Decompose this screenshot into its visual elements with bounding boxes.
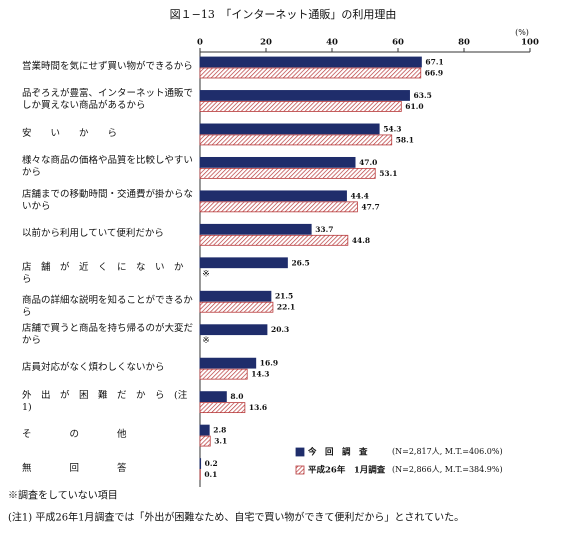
footnote: ※調査をしていない項目 (8, 489, 118, 502)
value-label: 33.7 (315, 225, 333, 234)
category-label: 外 出 が 困 難 だ か ら (注1) (22, 389, 188, 413)
value-label: 0.2 (205, 459, 218, 468)
category-label: そ の 他 (22, 429, 127, 441)
category-label-box: そ の 他 (22, 429, 127, 441)
bar (199, 402, 246, 414)
value-label: 26.5 (291, 258, 309, 267)
value-label: 54.3 (383, 124, 401, 133)
category-label-box: 店 舗 が 近 く に な い か ら (22, 261, 194, 285)
bar (199, 368, 248, 380)
footnote: (注1) 平成26年1月調査では「外出が困難なため、自宅で買い物ができて便利だか… (8, 511, 464, 524)
bar (199, 190, 347, 202)
category-label: 店舗までの移動時間・交通費が掛からないから (22, 188, 194, 212)
category-label: 店員対応がなく煩わしくないから (22, 362, 165, 374)
legend-label: 平成26年 1月調査 (308, 465, 386, 476)
bar (199, 90, 410, 101)
unit-label: (%) (515, 28, 529, 37)
category-label-box: 店舗で買うと商品を持ち帰るのが大変だから (22, 322, 194, 346)
bar (199, 156, 356, 168)
category-label-box: 外 出 が 困 難 だ か ら (注1) (22, 389, 188, 413)
value-label: 22.1 (277, 303, 295, 312)
category-label: 安 い か ら (22, 127, 118, 139)
bar (199, 301, 274, 313)
value-label: 0.1 (204, 470, 217, 479)
category-label: 無 回 答 (22, 462, 127, 474)
category-label: 店 舗 が 近 く に な い か ら (22, 261, 194, 285)
value-label: 66.9 (425, 69, 443, 78)
category-label: 以前から利用していて便利だから (22, 228, 164, 240)
value-label: 20.3 (271, 325, 289, 334)
value-label: 47.0 (359, 158, 377, 167)
bar (199, 324, 268, 336)
value-label: 53.1 (379, 169, 397, 178)
bar (199, 201, 358, 213)
bar (199, 101, 402, 112)
value-label: 2.8 (213, 426, 226, 435)
bar (199, 223, 312, 235)
not-surveyed-mark: ※ (202, 269, 210, 279)
legend-note: (N=2,817人, M.T.=406.0%) (392, 447, 503, 456)
category-label-box: 品ぞろえが豊富、インターネット通販でしか買えない商品があるから (22, 88, 194, 112)
x-tick-label: 0 (197, 38, 203, 48)
x-tick-label: 100 (521, 38, 539, 48)
bar (199, 167, 376, 179)
value-label: 47.7 (361, 202, 379, 211)
chart-title: 図１−13 「インターネット通販」の利用理由 (170, 7, 397, 21)
x-tick-label: 80 (458, 38, 470, 48)
category-label-box: 以前から利用していて便利だから (22, 228, 164, 240)
category-label-box: 様々な商品の価格や品質を比較しやすいから (22, 155, 193, 179)
value-label: 44.8 (352, 236, 370, 245)
bar (199, 435, 211, 447)
bar (199, 134, 393, 146)
bar (199, 424, 210, 436)
legend-swatch (295, 447, 305, 457)
category-label-box: 無 回 答 (22, 462, 127, 474)
category-label-box: 店舗までの移動時間・交通費が掛からないから (22, 188, 194, 212)
value-label: 3.1 (214, 437, 227, 446)
bar (199, 123, 380, 135)
value-label: 44.4 (351, 191, 369, 200)
bar (199, 290, 272, 302)
value-label: 58.1 (396, 135, 414, 144)
category-label: 店舗で買うと商品を持ち帰るのが大変だから (22, 322, 194, 346)
category-label-box: 商品の詳細な説明を知ることができるから (22, 295, 193, 319)
value-label: 14.3 (251, 370, 269, 379)
bar (199, 257, 288, 269)
value-label: 8.0 (230, 392, 243, 401)
value-label: 21.5 (275, 292, 293, 301)
category-label-box: 営業時間を気にせず買い物ができるから (22, 61, 193, 72)
category-label: 営業時間を気にせず買い物ができるから (22, 61, 193, 72)
category-label: 商品の詳細な説明を知ることができるから (22, 295, 193, 319)
bar (199, 391, 227, 403)
legend-note: (N=2,866人, M.T.=384.9%) (392, 465, 503, 474)
value-label: 67.1 (425, 58, 443, 67)
value-label: 16.9 (260, 359, 278, 368)
value-label: 13.6 (249, 403, 267, 412)
category-label: 様々な商品の価格や品質を比較しやすいから (22, 155, 193, 179)
category-label: 品ぞろえが豊富、インターネット通販でしか買えない商品があるから (22, 88, 194, 112)
legend-swatch (295, 465, 305, 475)
x-tick-label: 40 (326, 38, 338, 48)
bar (199, 234, 349, 246)
bar (199, 67, 422, 79)
bar (199, 357, 257, 369)
value-label: 61.0 (405, 102, 423, 111)
not-surveyed-mark: ※ (202, 336, 210, 346)
bar (199, 458, 202, 469)
x-tick-label: 60 (392, 38, 404, 48)
value-label: 63.5 (414, 91, 432, 100)
legend-label: 今 回 調 査 (307, 447, 368, 458)
category-label-box: 安 い か ら (22, 127, 118, 139)
bar (199, 56, 422, 68)
x-tick-label: 20 (260, 38, 272, 48)
category-label-box: 店員対応がなく煩わしくないから (22, 362, 165, 374)
